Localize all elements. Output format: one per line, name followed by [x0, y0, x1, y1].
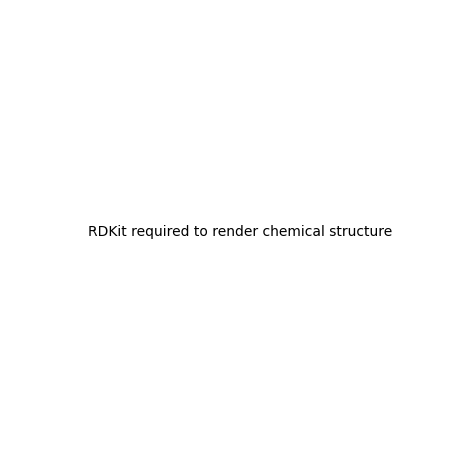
Text: RDKit required to render chemical structure: RDKit required to render chemical struct… [88, 225, 392, 239]
